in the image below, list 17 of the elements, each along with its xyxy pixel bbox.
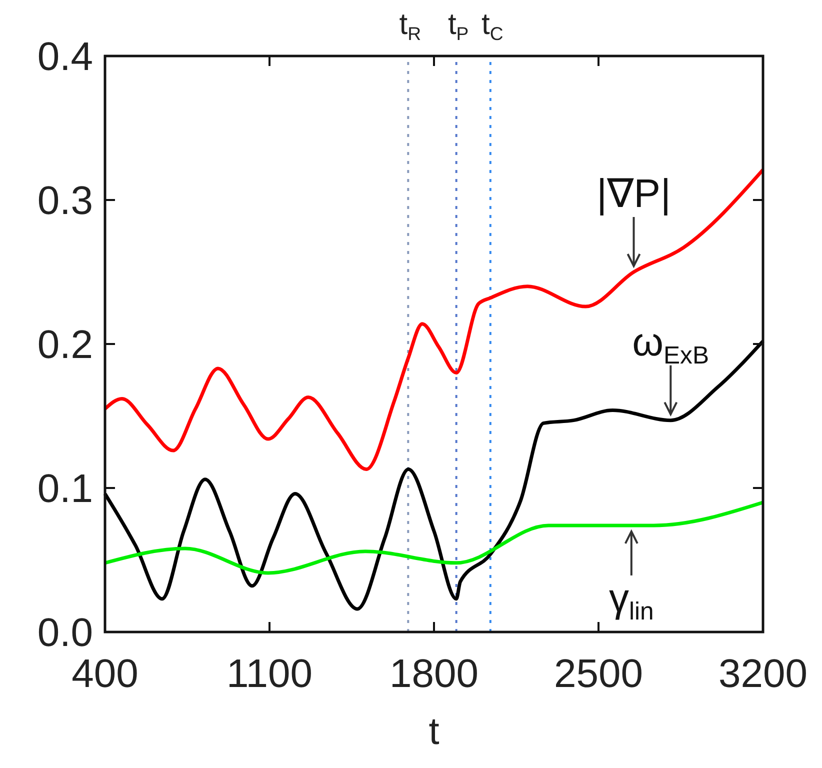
ref-line-label: t$_{C}$ — [482, 8, 504, 44]
x-axis-title: t — [428, 711, 440, 753]
x-tick-label: 1100 — [226, 652, 313, 696]
x-tick-label: 1800 — [390, 652, 478, 696]
x-tick-label: 2500 — [554, 652, 643, 696]
y-tick-label: 0.2 — [37, 323, 93, 367]
y-tick-label: 0.4 — [37, 35, 93, 79]
y-tick-label: 0.1 — [37, 467, 93, 511]
annotation: ω$_{ExB}$ — [632, 320, 710, 369]
ref-line-label: t$_{P}$ — [448, 8, 469, 44]
annotation: |∇P| — [596, 172, 671, 216]
y-tick-label: 0.3 — [37, 179, 93, 223]
x-tick-label: 400 — [72, 652, 138, 696]
y-tick-label: 0.0 — [37, 611, 93, 655]
ref-line-label: t$_{R}$ — [399, 8, 422, 44]
annotation: γ$_{lin}$ — [608, 576, 654, 625]
x-tick-label: 3200 — [718, 652, 808, 696]
